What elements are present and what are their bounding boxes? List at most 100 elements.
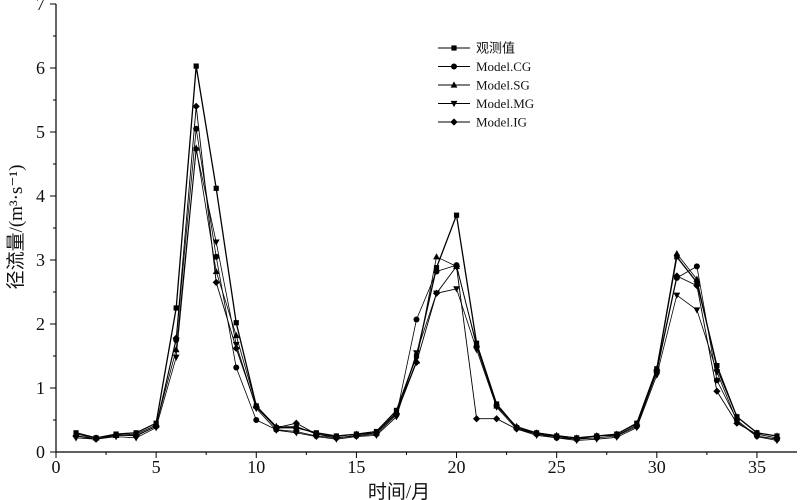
data-point: [192, 147, 200, 154]
data-point: [253, 417, 260, 423]
legend: 观测值 Model.CG Model.SG Model.MG Model.IG: [438, 41, 534, 130]
data-point: [412, 358, 421, 366]
data-point: [553, 433, 561, 441]
legend-label: Model.SG: [476, 78, 530, 93]
data-point: [633, 421, 641, 429]
data-point: [653, 366, 661, 374]
y-axis-title: 径流量/(m³·s⁻¹): [5, 165, 27, 290]
data-point: [533, 430, 541, 438]
legend-label: Model.CG: [476, 59, 531, 74]
x-tick-label: 5: [152, 457, 161, 477]
series-line: [75, 105, 778, 440]
data-point: [453, 212, 460, 218]
data-point: [233, 320, 239, 326]
data-point: [72, 432, 80, 440]
y-tick-label: 2: [36, 314, 45, 334]
data-point: [473, 347, 480, 354]
axes: 0 5 10 15 20 25 30 35 0 1 2 3 4 5 6 7: [36, 0, 797, 477]
data-point: [433, 268, 440, 275]
data-point: [673, 272, 681, 280]
series-line: [75, 147, 778, 439]
data-point: [613, 431, 621, 439]
x-tick-label: 30: [648, 457, 666, 477]
data-point: [392, 410, 401, 418]
data-point: [733, 419, 741, 427]
data-point: [352, 431, 361, 439]
data-point: [472, 415, 481, 423]
data-point: [173, 305, 179, 311]
data-point: [172, 346, 180, 353]
data-point: [673, 250, 681, 257]
legend-item: 观测值: [438, 41, 515, 56]
data-point: [433, 265, 440, 271]
data-point: [233, 364, 240, 371]
data-point: [593, 436, 601, 443]
y-tick-label: 5: [36, 122, 45, 142]
series-group: [72, 102, 781, 443]
series-group: [73, 63, 780, 441]
x-axis-title: 时间/月: [368, 481, 430, 500]
data-point: [193, 63, 199, 69]
y-tick-label: 1: [36, 378, 45, 398]
y-tick-label: 6: [36, 58, 45, 78]
data-point: [413, 350, 420, 357]
data-point: [213, 185, 219, 191]
data-point: [212, 278, 220, 286]
x-tick-label: 35: [748, 457, 766, 477]
series-line: [75, 149, 778, 441]
data-point: [573, 435, 581, 443]
x-tick-label: 0: [52, 457, 61, 477]
data-point: [213, 253, 220, 260]
data-point: [753, 430, 761, 438]
legend-marker: [450, 100, 458, 108]
data-point: [493, 404, 500, 411]
data-point: [773, 434, 781, 442]
legend-item: Model.SG: [438, 78, 530, 93]
data-point: [693, 263, 700, 270]
legend-label: Model.IG: [476, 115, 527, 130]
data-point: [492, 415, 501, 423]
data-point: [212, 267, 220, 275]
data-point: [693, 307, 701, 314]
data-point: [673, 292, 681, 299]
data-point: [693, 275, 701, 282]
x-tick-label: 15: [347, 457, 365, 477]
data-point: [272, 424, 280, 432]
data-point: [292, 419, 300, 427]
legend-marker: [451, 63, 457, 70]
data-point: [292, 430, 300, 437]
data-point: [453, 286, 460, 293]
data-point: [413, 316, 420, 323]
data-point: [693, 282, 701, 290]
data-point: [332, 434, 340, 442]
legend-item: Model.MG: [438, 96, 534, 111]
data-point: [513, 425, 521, 433]
data-point: [92, 435, 100, 443]
data-point: [372, 429, 381, 437]
series-group: [72, 144, 781, 441]
series-line: [75, 65, 778, 439]
data-point: [132, 431, 140, 439]
data-point: [172, 354, 180, 361]
data-point: [172, 334, 180, 342]
legend-item: Model.IG: [438, 115, 527, 130]
legend-marker: [450, 118, 458, 126]
data-point: [112, 431, 120, 439]
data-point: [232, 344, 240, 352]
legend-marker: [451, 45, 457, 51]
y-tick-label: 7: [36, 0, 45, 14]
series-group: [73, 125, 780, 443]
data-point: [433, 253, 440, 260]
data-point: [593, 432, 601, 440]
data-point: [713, 387, 721, 395]
data-point: [713, 369, 721, 376]
series-lines: [72, 63, 781, 445]
data-point: [192, 102, 200, 110]
y-tick-label: 0: [36, 442, 45, 462]
legend-label: Model.MG: [476, 96, 534, 111]
y-tick-label: 3: [36, 250, 45, 270]
legend-marker: [450, 81, 458, 88]
x-tick-label: 20: [448, 457, 466, 477]
data-point: [432, 289, 441, 297]
